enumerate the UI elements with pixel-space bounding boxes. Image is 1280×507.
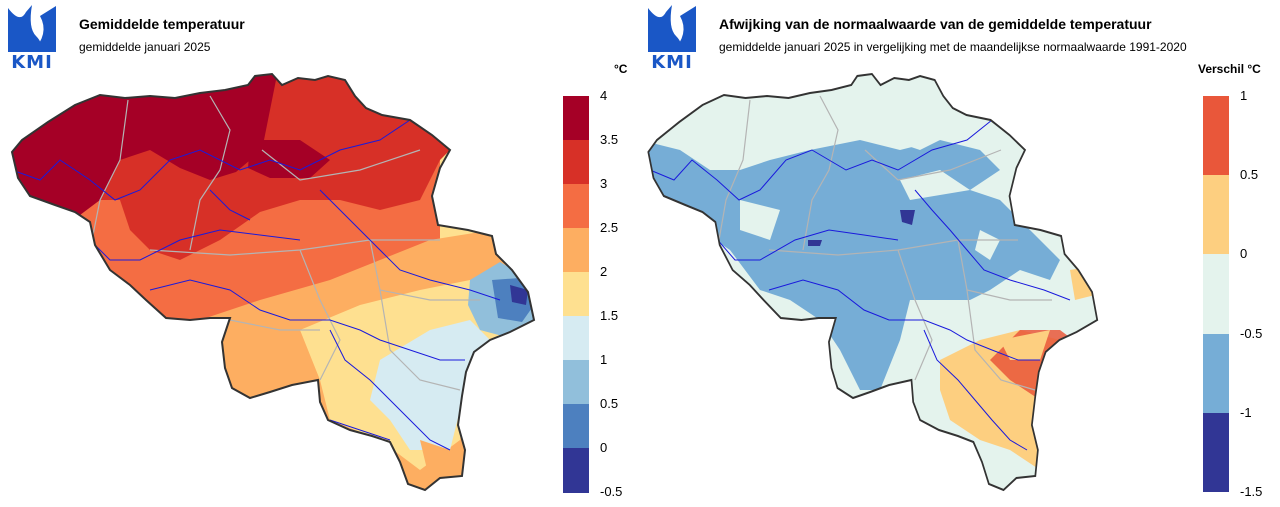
legend-tick-label: 1.5 [600, 308, 619, 323]
legend-tick-label: 0 [600, 440, 608, 455]
legend-unit: Verschil °C [1198, 62, 1261, 76]
temperature-panel: KMI Gemiddelde temperatuur gemiddelde ja… [6, 4, 640, 499]
legend-tick-label: 1 [600, 352, 608, 367]
legend-tick-label: 2 [600, 264, 608, 279]
legend-tick-label: 0.5 [1240, 167, 1259, 183]
legend-swatch [1203, 333, 1229, 414]
legend-swatch [563, 448, 589, 493]
legend-swatch [563, 360, 589, 405]
legend-tick-label: 3 [600, 176, 608, 191]
legend-swatch [563, 184, 589, 229]
legend-tick-label: -0.5 [600, 484, 623, 499]
legend-swatch [563, 272, 589, 317]
legend-tick-label: 0 [1240, 246, 1248, 262]
legend-swatch [563, 316, 589, 361]
legend-tick-label: 2.5 [600, 220, 619, 235]
legend-unit: °C [614, 62, 628, 76]
map-title: Gemiddelde temperatuur [79, 16, 245, 32]
legend-swatch [1203, 412, 1229, 493]
anomaly-legend: 1 0.5 0 -0.5 -1 -1.5 [1203, 88, 1280, 499]
logo-text: KMI [651, 52, 693, 73]
map-subtitle: gemiddelde januari 2025 [79, 40, 211, 54]
legend-swatch [1203, 175, 1229, 255]
legend-swatch [563, 228, 589, 273]
legend-swatch [563, 96, 589, 141]
legend-tick-label: 1 [1240, 88, 1248, 103]
kmi-logo: KMI [6, 4, 58, 73]
legend-swatch [1203, 96, 1229, 176]
legend-tick-label: 3.5 [600, 132, 619, 147]
legend-tick-label: -0.5 [1240, 325, 1263, 341]
legend-tick-label: -1.5 [1240, 484, 1263, 499]
legend-swatch [563, 140, 589, 185]
legend-tick-label: 0.5 [600, 396, 619, 411]
legend-swatch [1203, 254, 1229, 335]
logo-text: KMI [11, 52, 53, 73]
map-title: Afwijking van de normaalwaarde van de ge… [719, 16, 1152, 32]
temperature-legend: 4 3.5 3 2.5 2 1.5 1 0.5 0 -0.5 [563, 88, 640, 499]
belgium-anomaly-map [647, 73, 1099, 491]
legend-tick-label: -1 [1240, 404, 1252, 420]
map-subtitle: gemiddelde januari 2025 in vergelijking … [719, 40, 1187, 54]
legend-swatch [563, 404, 589, 449]
legend-tick-label: 4 [600, 88, 608, 103]
kmi-logo: KMI [646, 4, 698, 73]
anomaly-panel: KMI Afwijking van de normaalwaarde van d… [640, 0, 1280, 507]
belgium-temperature-map [11, 73, 535, 491]
